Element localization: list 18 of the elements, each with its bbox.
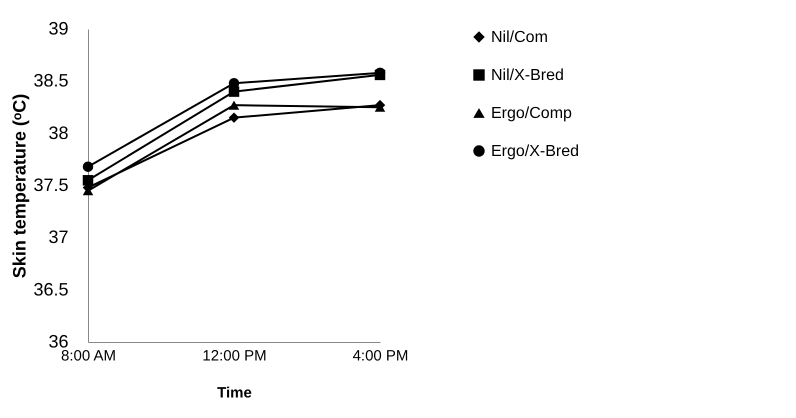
x-axis-title: Time bbox=[217, 384, 252, 402]
y-tick-label: 37.5 bbox=[33, 175, 68, 195]
legend-label: Ergo/X-Bred bbox=[491, 143, 580, 160]
point bbox=[228, 112, 240, 123]
point bbox=[82, 161, 94, 172]
point bbox=[82, 175, 94, 186]
y-axis-title: Skin temperature (ᵒC) bbox=[9, 94, 30, 278]
y-tick-label: 38 bbox=[48, 122, 68, 143]
legend-label: Nil/Com bbox=[491, 29, 548, 46]
y-tick-label: 38.5 bbox=[33, 70, 68, 91]
legend-label: Nil/X-Bred bbox=[491, 67, 564, 84]
point bbox=[228, 100, 240, 110]
y-tick-label: 37 bbox=[48, 227, 68, 248]
y-tick-label: 36.5 bbox=[33, 279, 68, 300]
x-tick-label: 12:00 PM bbox=[202, 348, 267, 364]
y-tick-label: 39 bbox=[48, 18, 68, 38]
x-tick-label: 4:00 PM bbox=[352, 348, 408, 364]
legend-label: Ergo/Comp bbox=[491, 105, 572, 122]
